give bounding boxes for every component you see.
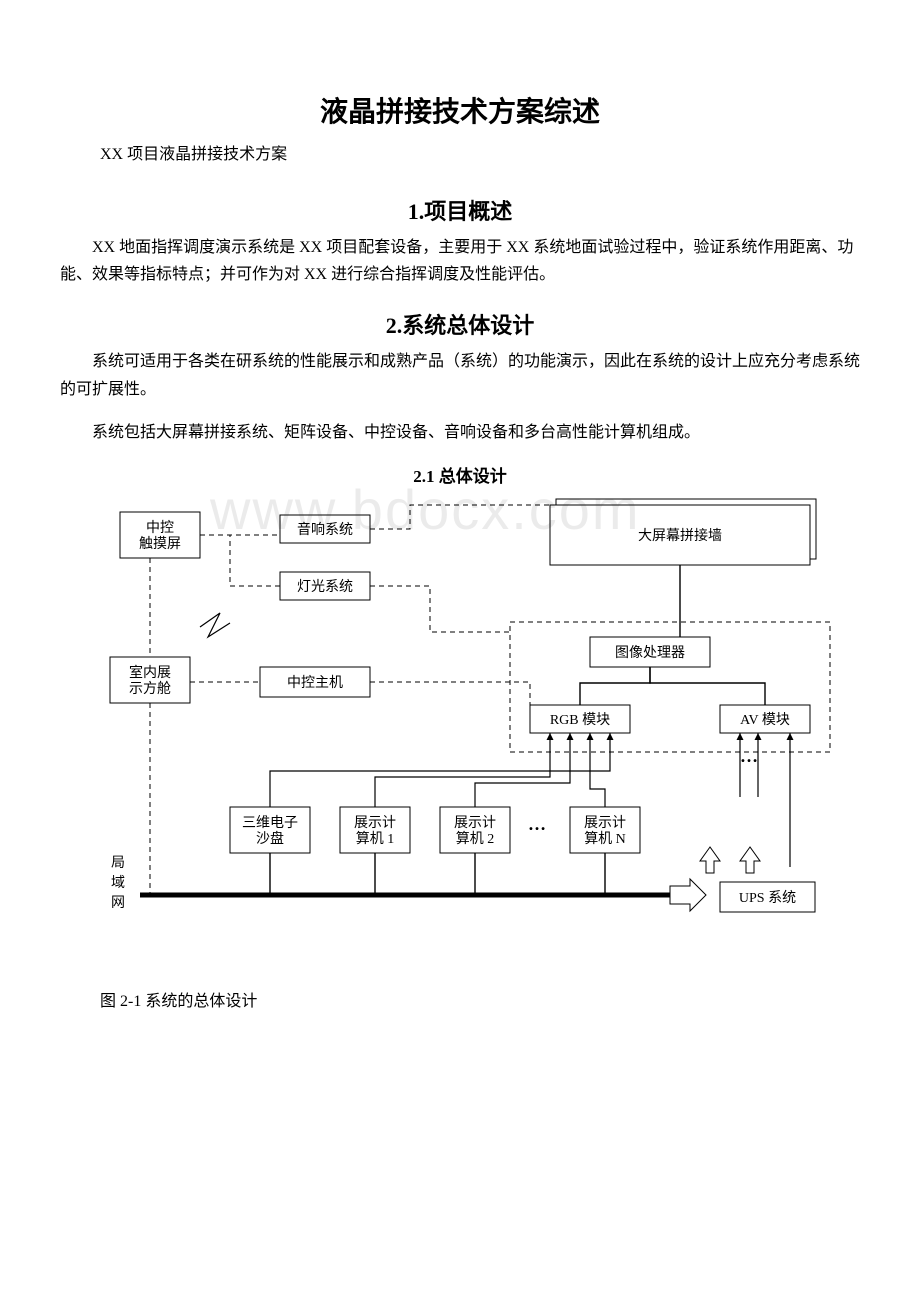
svg-text:示方舱: 示方舱	[129, 681, 171, 697]
section-2-1-heading: 2.1 总体设计	[60, 462, 860, 487]
svg-text:中控: 中控	[146, 520, 174, 536]
svg-text:…: …	[528, 814, 546, 834]
svg-text:三维电子: 三维电子	[242, 815, 298, 831]
svg-text:UPS 系统: UPS 系统	[739, 890, 796, 906]
section-1-heading: 1.项目概述	[60, 194, 860, 226]
system-diagram: 局域网 中控触摸屏 音响系统灯光系统 大屏幕拼接墙室内展示方舱 中控主机 图像处理器 RGB…	[80, 487, 840, 957]
svg-text:网: 网	[111, 896, 125, 911]
svg-text:域: 域	[111, 875, 125, 891]
svg-text:大屏幕拼接墙: 大屏幕拼接墙	[638, 527, 722, 544]
svg-text:展示计: 展示计	[584, 815, 626, 831]
svg-text:音响系统: 音响系统	[297, 521, 353, 538]
svg-text:AV 模块: AV 模块	[740, 712, 790, 728]
svg-text:算机 N: 算机 N	[584, 831, 626, 847]
svg-text:灯光系统: 灯光系统	[297, 579, 353, 595]
svg-text:RGB 模块: RGB 模块	[550, 712, 610, 728]
svg-text:展示计: 展示计	[354, 815, 396, 831]
section-1-paragraph: XX 地面指挥调度演示系统是 XX 项目配套设备，主要用于 XX 系统地面试验过…	[60, 234, 860, 288]
svg-text:触摸屏: 触摸屏	[139, 536, 181, 552]
figure-caption: 图 2-1 系统的总体设计	[100, 987, 860, 1011]
svg-text:图像处理器: 图像处理器	[615, 645, 685, 661]
section-2-paragraph-1: 系统可适用于各类在研系统的性能展示和成熟产品（系统）的功能演示，因此在系统的设计…	[60, 348, 860, 402]
svg-text:局: 局	[111, 856, 125, 871]
diagram-container: www.bdocx.com 局域网中控触摸屏音响系统灯光系统大屏幕拼接墙室内展示…	[80, 487, 840, 957]
subtitle: XX 项目液晶拼接技术方案	[100, 140, 860, 164]
section-2-paragraph-2: 系统包括大屏幕拼接系统、矩阵设备、中控设备、音响设备和多台高性能计算机组成。	[60, 419, 860, 446]
document-page: 液晶拼接技术方案综述 XX 项目液晶拼接技术方案 1.项目概述 XX 地面指挥调…	[0, 0, 920, 1051]
section-2-heading: 2.系统总体设计	[60, 308, 860, 340]
svg-text:算机 2: 算机 2	[456, 831, 495, 847]
svg-text:…: …	[740, 746, 758, 766]
svg-text:中控主机: 中控主机	[287, 675, 343, 691]
svg-text:展示计: 展示计	[454, 815, 496, 831]
svg-text:室内展: 室内展	[129, 664, 171, 681]
svg-text:沙盘: 沙盘	[256, 830, 284, 847]
svg-text:算机 1: 算机 1	[356, 831, 395, 847]
main-title: 液晶拼接技术方案综述	[60, 90, 860, 130]
